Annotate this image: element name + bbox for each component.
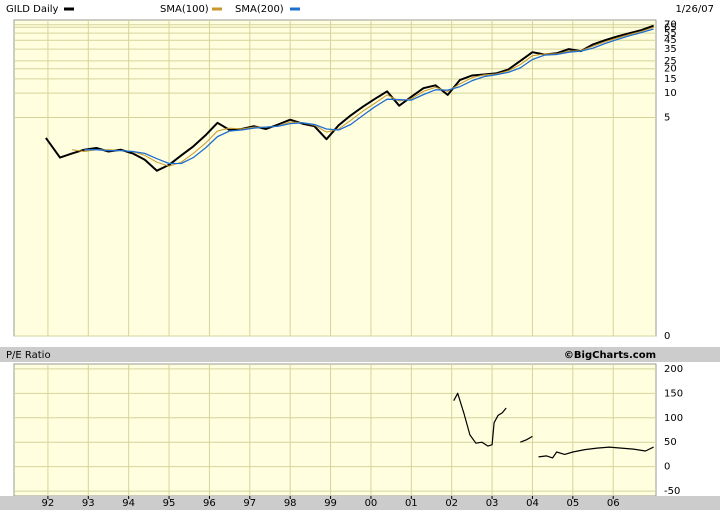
x-tick-label: 03 [486, 498, 499, 509]
y-tick-label: 150 [664, 388, 683, 399]
x-tick-label: 93 [82, 498, 95, 509]
x-tick-label: 04 [526, 498, 539, 509]
x-tick-label: 06 [607, 498, 620, 509]
divider-bar [0, 347, 720, 362]
credit: ©BigCharts.com [564, 350, 656, 361]
y-tick-label: 0 [664, 331, 670, 342]
x-axis-strip [0, 496, 720, 510]
y-tick-label: 50 [664, 437, 677, 448]
x-tick-label: 92 [42, 498, 55, 509]
y-tick-label: 5 [664, 112, 670, 123]
y-tick-label: 0 [664, 462, 670, 473]
pe-panel [13, 363, 657, 497]
y-tick-label: 10 [664, 88, 677, 99]
y-tick-label: 65 [664, 22, 677, 33]
series-line [453, 392, 654, 459]
y-tick-label: 25 [664, 56, 677, 67]
x-tick-label: 96 [203, 498, 216, 509]
x-tick-label: 94 [122, 498, 135, 509]
y-tick-label: 45 [664, 35, 677, 46]
panel-title: P/E Ratio [6, 350, 51, 361]
legend-entry: SMA(100) [160, 4, 209, 15]
y-tick-label: 200 [664, 364, 683, 375]
y-tick-label: 15 [664, 74, 677, 85]
y-tick-label: 20 [664, 64, 677, 75]
x-tick-label: 02 [445, 498, 458, 509]
x-tick-label: 97 [243, 498, 256, 509]
x-tick-label: 01 [405, 498, 418, 509]
y-tick-label: 55 [664, 28, 677, 39]
y-tick-label: -50 [664, 486, 680, 497]
legend-entry: SMA(200) [235, 4, 284, 15]
x-tick-label: 95 [163, 498, 176, 509]
legend-entry: GILD Daily [6, 4, 59, 15]
y-tick-label: 35 [664, 44, 677, 55]
date-label: 1/26/07 [675, 4, 714, 15]
x-tick-label: 98 [284, 498, 297, 509]
y-tick-label: 100 [664, 413, 683, 424]
x-tick-label: 00 [365, 498, 378, 509]
price-panel [13, 19, 657, 337]
x-tick-label: 05 [566, 498, 579, 509]
x-tick-label: 99 [324, 498, 337, 509]
y-tick-label: 70 [664, 20, 677, 31]
series-line [84, 28, 654, 165]
